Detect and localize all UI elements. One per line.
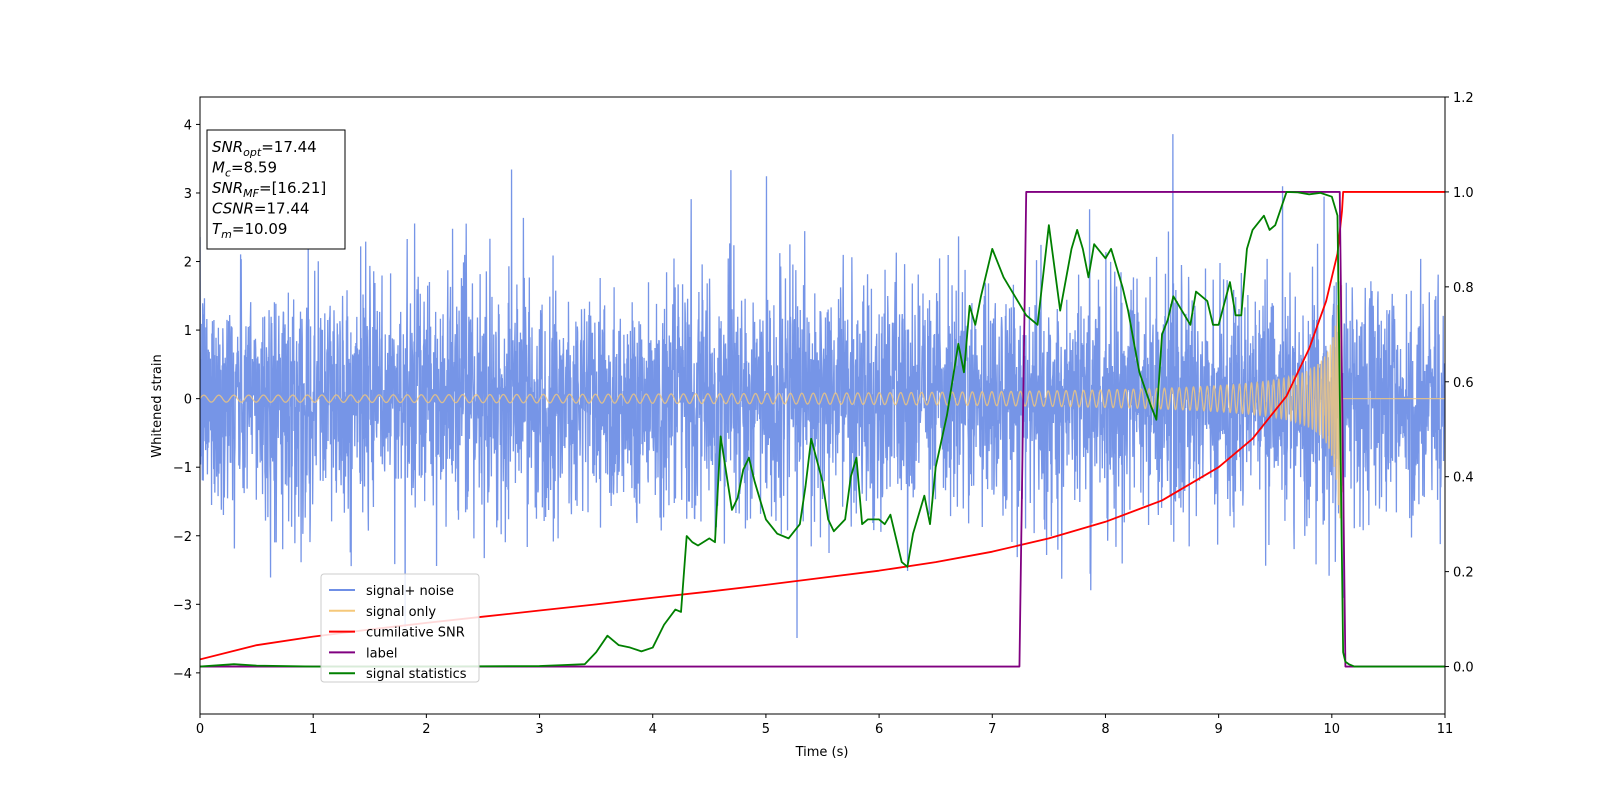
- x-tick-label: 6: [875, 722, 883, 737]
- series-signal-only-line: [200, 281, 1445, 519]
- y-left-tick-label: −2: [173, 530, 192, 545]
- x-tick-label: 9: [1214, 722, 1222, 737]
- info-box: SNRopt=17.44Mc=8.59SNRMF=[16.21]CSNR=17.…: [206, 129, 346, 250]
- info-value: =[16.21]: [259, 179, 326, 197]
- y-left-tick-label: 1: [184, 324, 192, 339]
- y-right-tick-label: 0.6: [1453, 376, 1474, 391]
- x-tick-label: 2: [422, 722, 430, 737]
- legend: signal+ noise signal only cumilative SNR la…: [320, 573, 480, 683]
- info-subscript: c: [225, 167, 231, 180]
- info-box-frame: [206, 129, 346, 250]
- info-symbol: CSNR: [212, 200, 254, 218]
- y-right-tick-label: 0.2: [1453, 566, 1474, 581]
- legend-entry: cumilative SNR: [366, 626, 465, 641]
- series-signal-noise-line: [200, 134, 1445, 639]
- y-right-tick-label: 0.8: [1453, 281, 1474, 296]
- info-value: =17.44: [254, 200, 310, 218]
- y-axis-left: 4 3 2 1 0 −1 −2 −3 −4: [173, 118, 200, 682]
- x-tick-label: 3: [535, 722, 543, 737]
- x-tick-label: 11: [1437, 722, 1454, 737]
- info-subscript: MF: [243, 187, 259, 200]
- x-axis: 0 1 2 3 4 5 6 7 8 9 10 11: [196, 714, 1453, 737]
- y-left-tick-label: −3: [173, 598, 192, 613]
- info-box-line: CSNR=17.44: [212, 200, 309, 218]
- info-symbol: SNR: [212, 179, 243, 197]
- info-symbol: SNR: [212, 138, 243, 156]
- series-signal-statistics-line: [200, 191, 1445, 668]
- info-symbol: M: [212, 159, 225, 177]
- legend-entry: signal+ noise: [366, 584, 454, 599]
- info-value: =17.44: [261, 138, 317, 156]
- x-axis-label: Time (s): [795, 745, 849, 760]
- info-subscript: opt: [243, 146, 262, 159]
- legend-frame: [320, 573, 480, 683]
- x-tick-label: 7: [988, 722, 996, 737]
- plot-frame: [199, 96, 1446, 715]
- x-tick-label: 0: [196, 722, 204, 737]
- info-box-line: SNRMF=[16.21]: [212, 179, 326, 200]
- y-right-tick-label: 0.4: [1453, 471, 1474, 486]
- info-box-line: Mc=8.59: [212, 159, 277, 180]
- y-left-tick-label: 4: [184, 118, 192, 133]
- x-tick-label: 1: [309, 722, 317, 737]
- x-tick-label: 4: [649, 722, 657, 737]
- legend-entry: signal statistics: [366, 667, 467, 682]
- info-box-line: Tm=10.09: [212, 220, 287, 241]
- y-left-tick-label: −1: [173, 461, 192, 476]
- info-value: =8.59: [231, 159, 277, 177]
- y-axis-label: Whitened strain: [150, 354, 165, 457]
- y-right-tick-label: 1.0: [1453, 186, 1474, 201]
- info-box-line: SNRopt=17.44: [212, 138, 317, 159]
- legend-entry: label: [366, 646, 397, 661]
- y-left-tick-label: 0: [184, 393, 192, 408]
- y-left-tick-label: 3: [184, 187, 192, 202]
- y-left-tick-label: −4: [173, 667, 192, 682]
- legend-entry: signal only: [366, 605, 436, 620]
- info-value: =10.09: [232, 220, 288, 238]
- x-tick-label: 10: [1324, 722, 1341, 737]
- y-left-tick-label: 2: [184, 256, 192, 271]
- x-tick-label: 8: [1101, 722, 1109, 737]
- info-symbol: T: [212, 220, 223, 238]
- info-subscript: m: [221, 228, 232, 241]
- y-right-tick-label: 0.0: [1453, 661, 1474, 676]
- x-tick-label: 5: [762, 722, 770, 737]
- y-right-tick-label: 1.2: [1453, 91, 1474, 106]
- y-axis-right: 1.2 1.0 0.8 0.6 0.4 0.2 0.0: [1445, 91, 1474, 676]
